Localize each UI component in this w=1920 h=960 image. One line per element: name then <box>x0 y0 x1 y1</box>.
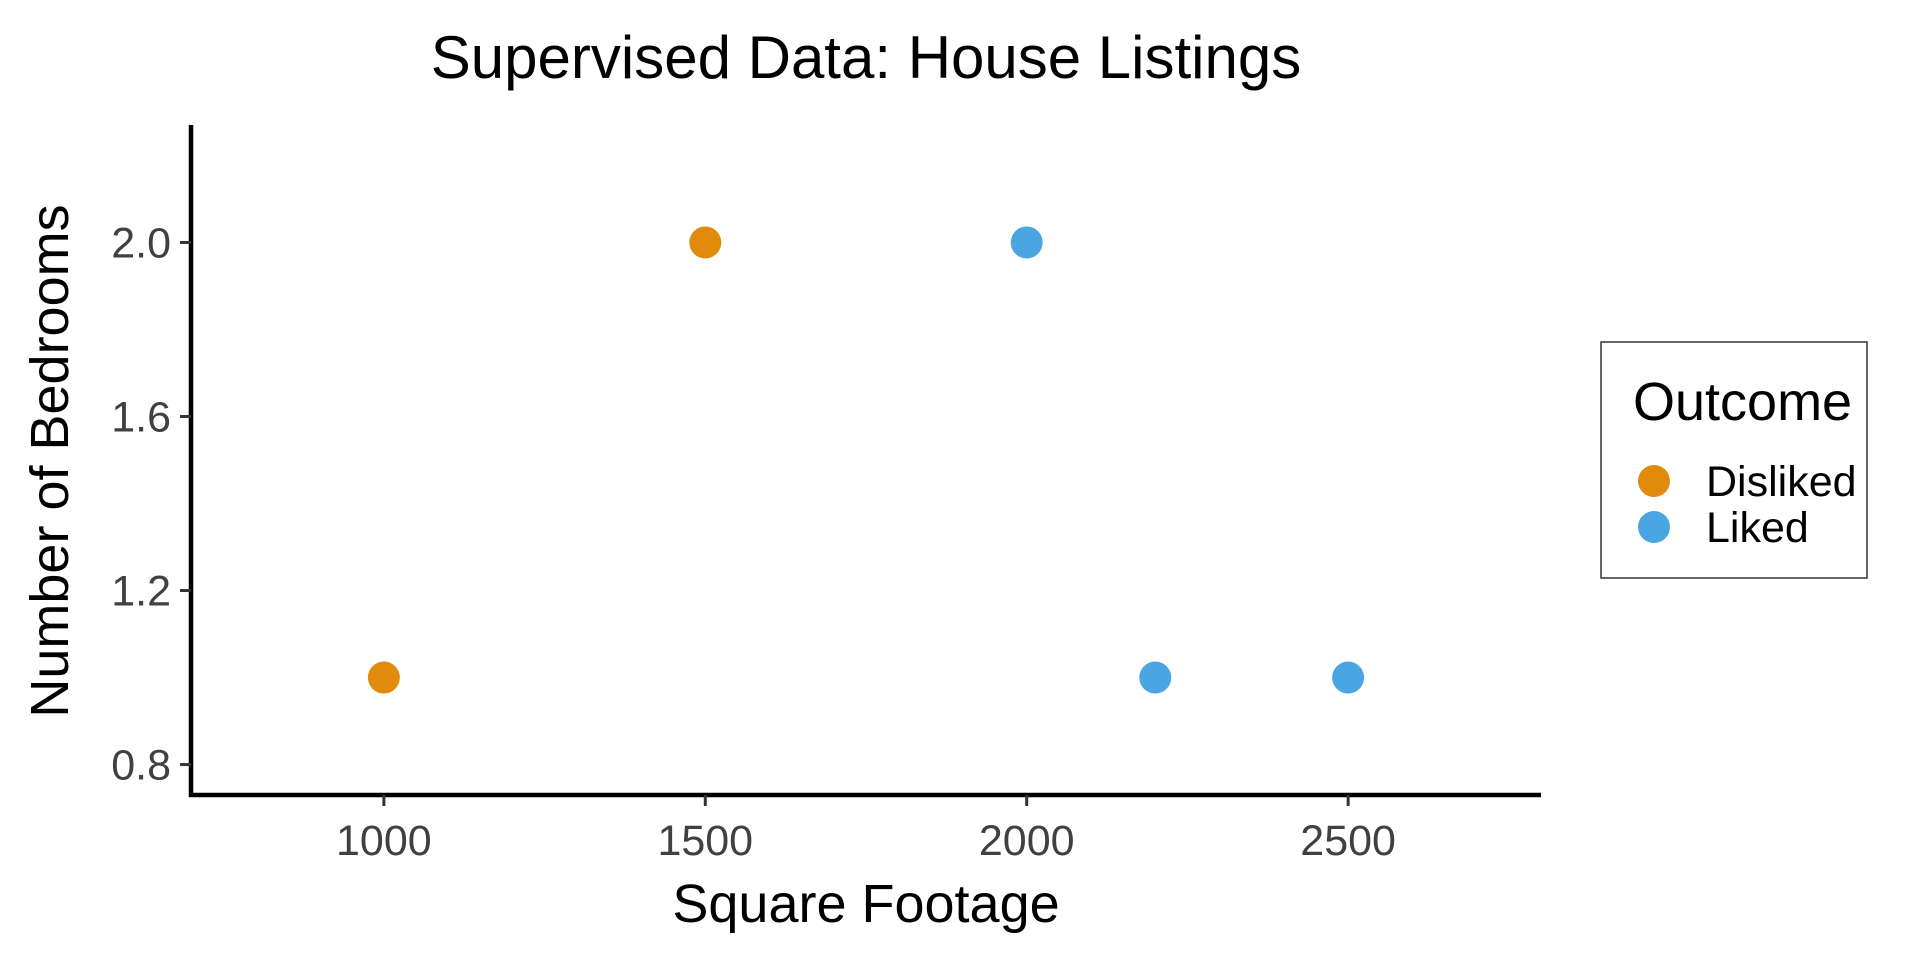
legend-key-disliked <box>1638 465 1670 497</box>
y-tick-label: 2.0 <box>111 219 171 267</box>
y-axis-title: Number of Bedrooms <box>20 204 80 717</box>
y-tick-label: 1.6 <box>111 393 171 441</box>
y-tick-label: 0.8 <box>111 742 171 790</box>
legend-label-disliked: Disliked <box>1706 458 1857 506</box>
legend-title: Outcome <box>1633 372 1852 432</box>
legend-label-liked: Liked <box>1706 504 1809 552</box>
data-point-disliked <box>689 226 722 259</box>
x-tick-label: 1500 <box>657 817 753 865</box>
x-tick-label: 2500 <box>1300 817 1396 865</box>
x-axis-ticks: 1000 1500 2000 2500 <box>336 795 1396 865</box>
x-tick-label: 2000 <box>979 817 1075 865</box>
data-point-liked <box>1010 226 1043 259</box>
x-axis-title: Square Footage <box>672 874 1059 934</box>
x-tick-label: 1000 <box>336 817 432 865</box>
plot-area <box>367 226 1365 694</box>
y-tick-label: 1.2 <box>111 568 171 616</box>
data-point-disliked <box>367 661 400 694</box>
chart-title: Supervised Data: House Listings <box>431 24 1301 91</box>
data-point-liked <box>1332 661 1365 694</box>
y-axis-ticks: 0.8 1.2 1.6 2.0 <box>111 219 191 790</box>
legend-key-liked <box>1638 511 1670 543</box>
data-point-liked <box>1139 661 1172 694</box>
